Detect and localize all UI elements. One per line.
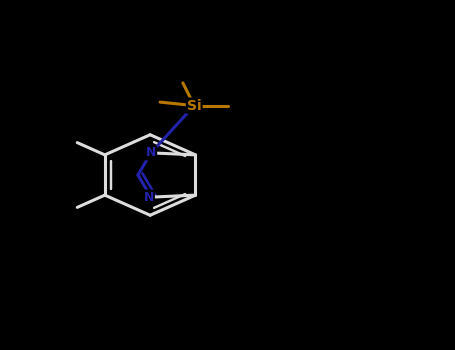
Text: N: N: [143, 191, 154, 204]
Text: N: N: [146, 146, 156, 159]
Text: Si: Si: [187, 99, 202, 113]
